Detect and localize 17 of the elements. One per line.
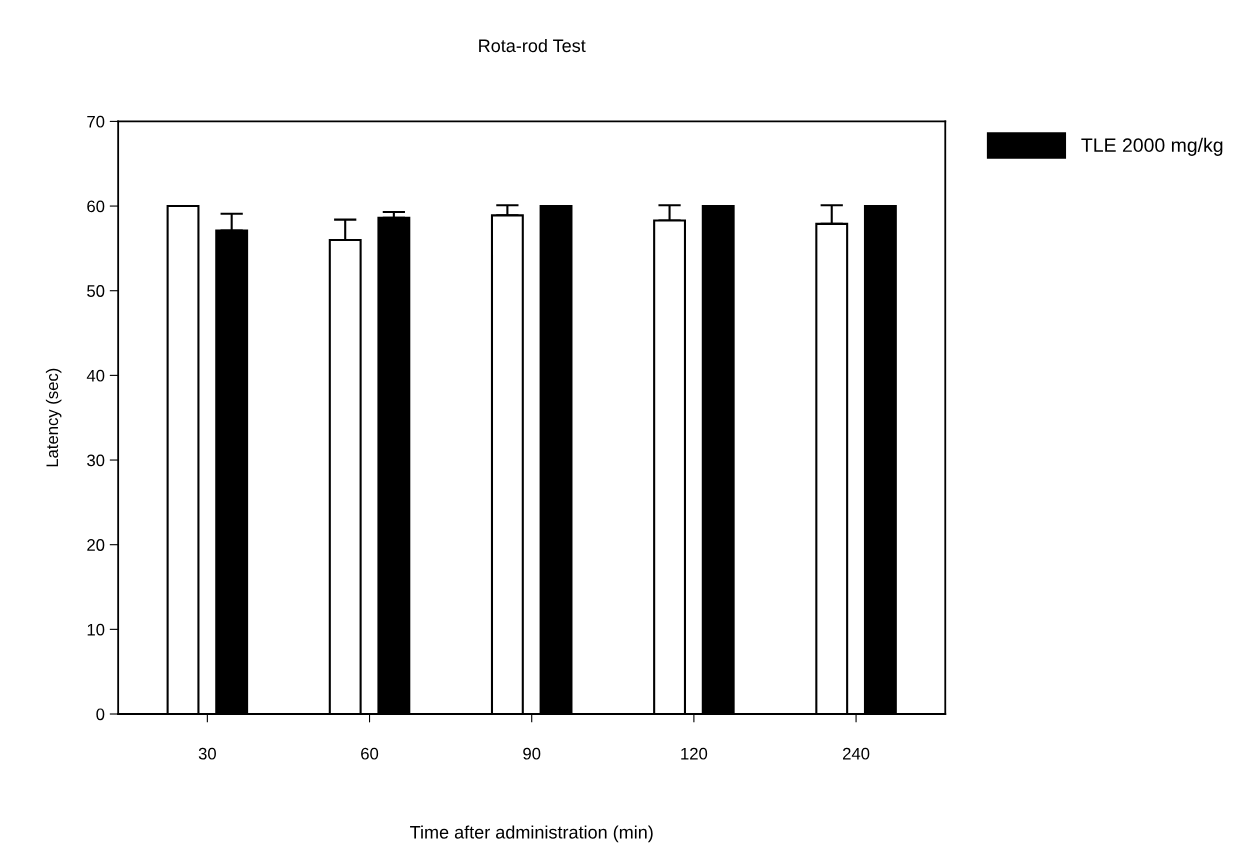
y-tick-label: 40 xyxy=(86,369,105,382)
x-tick-label: 90 xyxy=(523,747,541,760)
x-axis-title: Time after administration (min) xyxy=(410,825,653,843)
y-tick-label: 0 xyxy=(96,708,105,721)
y-tick-label: 60 xyxy=(87,200,105,213)
y-tick-label: 30 xyxy=(87,454,105,467)
x-tick-label: 240 xyxy=(843,747,870,760)
y-tick-label: 70 xyxy=(87,115,105,128)
y-tick-label: 10 xyxy=(87,623,105,636)
x-tick-label: 120 xyxy=(681,747,708,760)
y-tick-label: 50 xyxy=(87,285,105,297)
x-tick-label: 30 xyxy=(198,747,216,760)
x-tick-label: 60 xyxy=(361,747,379,760)
y-axis-title: Latency (sec) xyxy=(45,368,62,467)
y-tick-label: 20 xyxy=(87,539,105,551)
chart-title: Rota-rod Test xyxy=(479,38,586,53)
legend-label: TLE 2000 mg/kg xyxy=(1081,137,1223,156)
